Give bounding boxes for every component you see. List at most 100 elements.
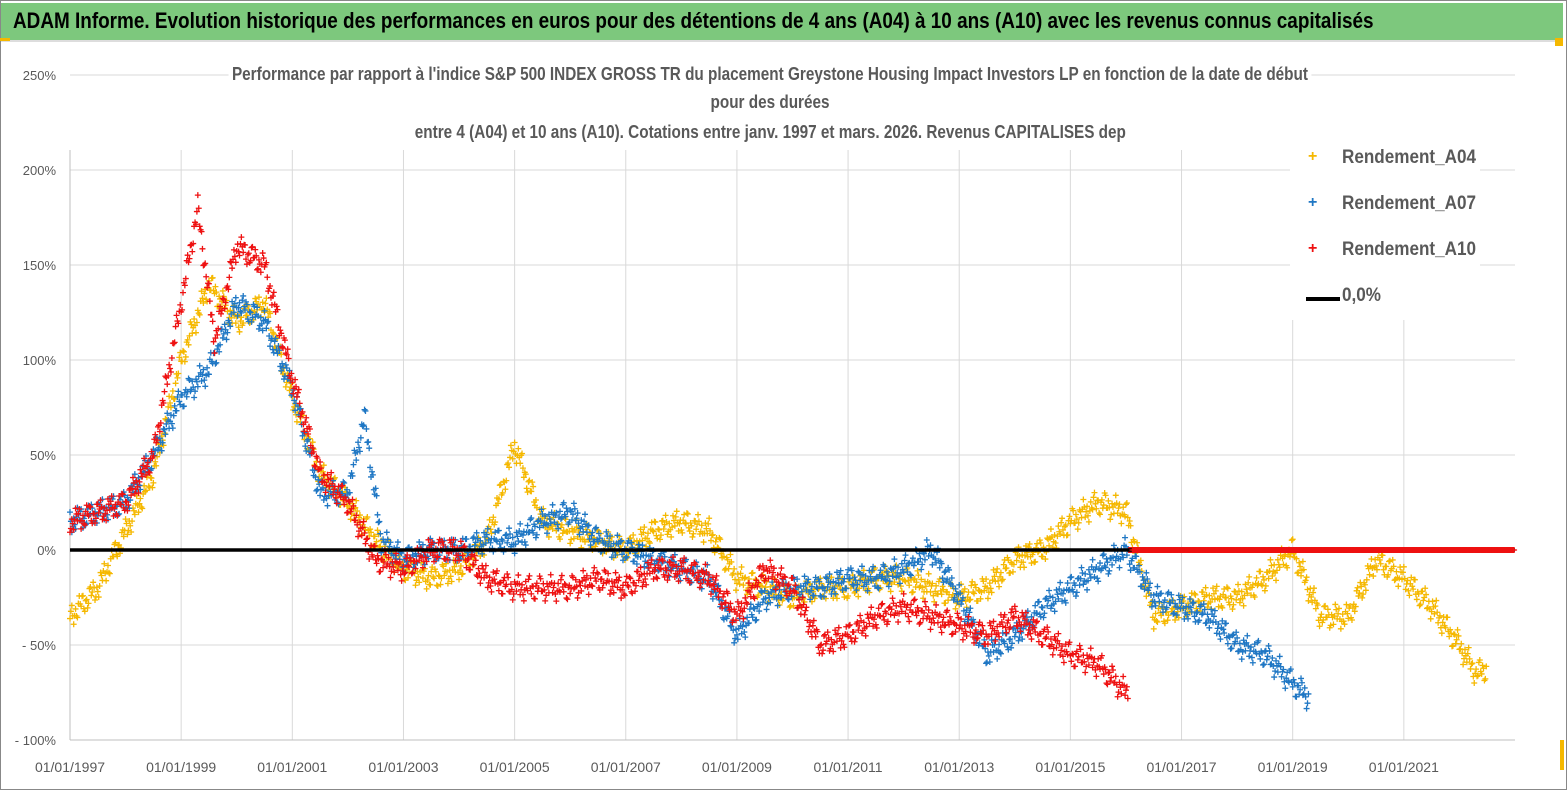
data-point	[946, 566, 953, 573]
data-point	[734, 636, 741, 643]
data-point	[182, 353, 189, 360]
data-point	[986, 580, 993, 587]
data-point	[728, 558, 735, 565]
data-point	[985, 652, 992, 659]
data-point	[495, 496, 502, 503]
data-point	[841, 594, 848, 601]
data-point	[423, 585, 430, 592]
data-point	[1051, 608, 1058, 615]
data-point	[740, 615, 747, 622]
data-point	[605, 570, 612, 577]
data-point	[255, 294, 262, 301]
data-point	[270, 289, 277, 296]
data-point	[1123, 683, 1130, 690]
data-point	[360, 422, 367, 429]
data-point	[1271, 674, 1278, 681]
data-point	[933, 601, 940, 608]
selection-handle[interactable]	[1560, 740, 1564, 770]
data-point	[1113, 500, 1120, 507]
data-point	[1409, 583, 1416, 590]
data-point	[1057, 651, 1064, 658]
data-point	[801, 573, 808, 580]
data-point	[1333, 606, 1340, 613]
data-point	[254, 304, 261, 311]
data-point	[306, 425, 313, 432]
data-point	[1136, 568, 1143, 575]
data-point	[744, 614, 751, 621]
data-point	[948, 575, 955, 582]
data-point	[766, 567, 773, 574]
data-point	[557, 515, 564, 522]
data-point	[1298, 572, 1305, 579]
data-point	[657, 566, 664, 573]
data-point	[148, 448, 155, 455]
data-point	[191, 315, 198, 322]
data-point	[435, 539, 442, 546]
data-point	[1465, 644, 1472, 651]
data-point	[1059, 653, 1066, 660]
data-point	[86, 503, 93, 510]
data-point	[1174, 604, 1181, 611]
data-point	[897, 570, 904, 577]
data-point	[785, 581, 792, 588]
data-point	[873, 624, 880, 631]
data-point	[221, 305, 228, 312]
data-point	[969, 620, 976, 627]
data-point	[1203, 619, 1210, 626]
data-point	[485, 579, 492, 586]
data-point	[1059, 643, 1066, 650]
data-point	[930, 592, 937, 599]
data-point	[938, 629, 945, 636]
selection-handle[interactable]	[1555, 38, 1563, 46]
data-point	[517, 520, 524, 527]
data-point	[559, 530, 566, 537]
data-point	[775, 579, 782, 586]
data-point	[567, 540, 574, 547]
data-point	[67, 529, 73, 536]
data-point	[657, 536, 664, 543]
data-point	[1208, 606, 1215, 613]
data-point	[933, 582, 940, 589]
data-point	[87, 584, 94, 591]
data-point	[1022, 542, 1029, 549]
data-point	[893, 574, 900, 581]
data-point	[881, 563, 888, 570]
data-point	[1460, 661, 1467, 668]
data-point	[1206, 592, 1213, 599]
data-point	[83, 596, 90, 603]
selection-handle[interactable]	[0, 38, 10, 41]
data-point	[229, 265, 236, 272]
data-point	[887, 588, 894, 595]
data-point	[312, 463, 319, 470]
data-point	[494, 500, 501, 507]
data-point	[505, 535, 512, 542]
data-point	[1311, 585, 1317, 592]
data-point	[195, 373, 202, 380]
data-point	[180, 348, 187, 355]
data-point	[1098, 565, 1105, 572]
data-point	[1126, 517, 1133, 524]
data-point	[272, 335, 279, 342]
data-point	[364, 535, 371, 542]
data-point	[247, 257, 254, 264]
data-point	[864, 587, 871, 594]
data-point	[278, 367, 285, 374]
data-point	[991, 627, 998, 634]
data-point	[309, 445, 316, 452]
data-point	[1304, 700, 1311, 707]
data-point	[153, 439, 160, 446]
data-point	[461, 543, 468, 550]
data-point	[710, 581, 717, 588]
data-point	[535, 585, 542, 592]
data-point	[1232, 638, 1239, 645]
data-point	[372, 485, 379, 492]
data-point	[941, 569, 948, 576]
data-point	[946, 621, 953, 628]
data-point	[1091, 573, 1098, 580]
data-point	[709, 531, 716, 538]
data-point	[549, 501, 556, 508]
data-point	[1043, 634, 1050, 641]
data-point	[984, 641, 991, 648]
data-point	[369, 471, 376, 478]
data-point	[724, 590, 731, 597]
